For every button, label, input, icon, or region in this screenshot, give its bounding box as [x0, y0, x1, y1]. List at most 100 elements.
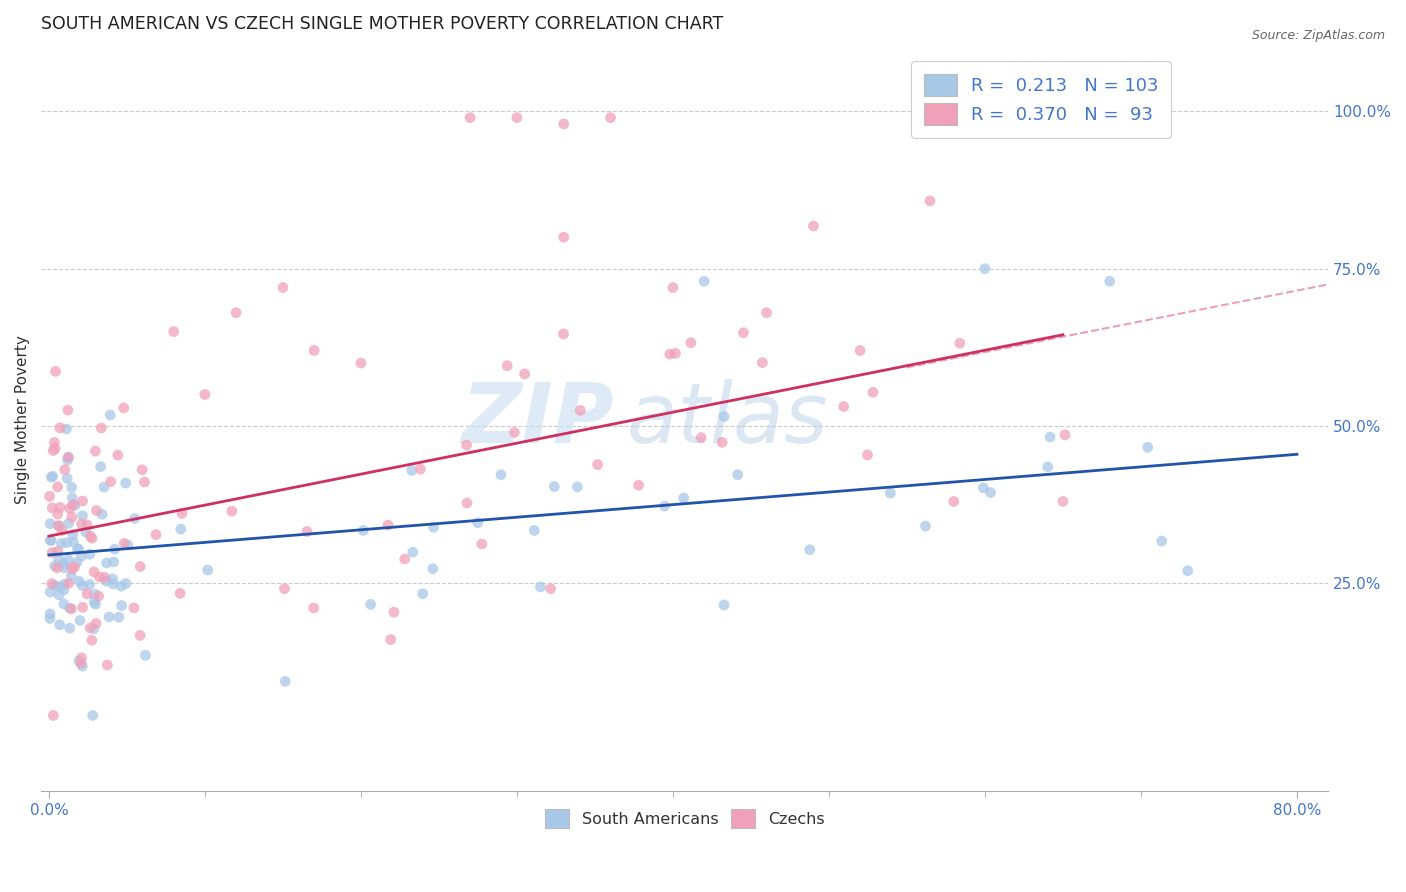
Point — [58, 450, 80, 465]
Point — [540, 582, 562, 596]
Point — [66, 555, 89, 569]
Point — [122, 601, 145, 615]
Point — [170, 507, 193, 521]
Point — [38, 611, 60, 625]
Point — [60, 510, 83, 524]
Point — [87, 589, 110, 603]
Point — [49, 421, 72, 435]
Point — [751, 356, 773, 370]
Point — [360, 598, 382, 612]
Point — [489, 467, 512, 482]
Point — [52, 582, 75, 597]
Point — [48, 588, 70, 602]
Point — [803, 219, 825, 233]
Point — [103, 555, 125, 569]
Point — [79, 577, 101, 591]
Point — [96, 574, 118, 589]
Point — [56, 403, 79, 417]
Point — [145, 527, 167, 541]
Point — [46, 518, 69, 533]
Point — [39, 585, 62, 599]
Point — [63, 499, 86, 513]
Point — [503, 425, 526, 440]
Point — [274, 674, 297, 689]
Point — [727, 467, 749, 482]
Point — [83, 565, 105, 579]
Point — [70, 549, 93, 564]
Point — [273, 582, 295, 596]
Point — [111, 599, 134, 613]
Point — [49, 500, 72, 515]
Point — [456, 438, 478, 452]
Point — [409, 462, 432, 476]
Point — [48, 617, 70, 632]
Point — [879, 486, 901, 500]
Point — [44, 578, 66, 592]
Point — [402, 545, 425, 559]
Point — [38, 489, 60, 503]
Point — [46, 544, 69, 558]
Point — [422, 520, 444, 534]
Point — [72, 659, 94, 673]
Point — [72, 579, 94, 593]
Point — [713, 598, 735, 612]
Point — [380, 632, 402, 647]
Point — [1036, 459, 1059, 474]
Point — [471, 537, 494, 551]
Point — [350, 356, 373, 370]
Point — [98, 610, 121, 624]
Point — [46, 480, 69, 494]
Point — [60, 491, 83, 505]
Point — [100, 475, 122, 489]
Point — [53, 560, 76, 574]
Point — [107, 448, 129, 462]
Point — [110, 579, 132, 593]
Point — [543, 479, 565, 493]
Point — [599, 111, 621, 125]
Point — [53, 577, 76, 591]
Point — [48, 519, 70, 533]
Point — [86, 503, 108, 517]
Point — [41, 470, 63, 484]
Point — [170, 522, 193, 536]
Point — [134, 475, 156, 489]
Point — [112, 536, 135, 550]
Point — [553, 326, 575, 341]
Point — [75, 525, 97, 540]
Point — [62, 527, 84, 541]
Point — [131, 463, 153, 477]
Y-axis label: Single Mother Poverty: Single Mother Poverty — [15, 335, 30, 504]
Point — [513, 367, 536, 381]
Point — [82, 708, 104, 723]
Point — [84, 597, 107, 611]
Point — [58, 553, 80, 567]
Point — [101, 572, 124, 586]
Point — [90, 459, 112, 474]
Point — [1177, 564, 1199, 578]
Point — [553, 230, 575, 244]
Text: Source: ZipAtlas.com: Source: ZipAtlas.com — [1251, 29, 1385, 42]
Point — [972, 481, 994, 495]
Point — [51, 536, 73, 550]
Point — [70, 517, 93, 532]
Point — [39, 533, 62, 548]
Point — [627, 478, 650, 492]
Point — [42, 469, 65, 483]
Point — [96, 556, 118, 570]
Point — [45, 364, 67, 378]
Point — [72, 494, 94, 508]
Point — [67, 654, 90, 668]
Point — [693, 274, 716, 288]
Point — [394, 552, 416, 566]
Point — [93, 570, 115, 584]
Point — [83, 622, 105, 636]
Point — [412, 587, 434, 601]
Point — [56, 453, 79, 467]
Point — [56, 471, 79, 485]
Point — [60, 562, 83, 576]
Point — [42, 443, 65, 458]
Point — [76, 517, 98, 532]
Point — [83, 587, 105, 601]
Point — [58, 576, 80, 591]
Point — [658, 347, 681, 361]
